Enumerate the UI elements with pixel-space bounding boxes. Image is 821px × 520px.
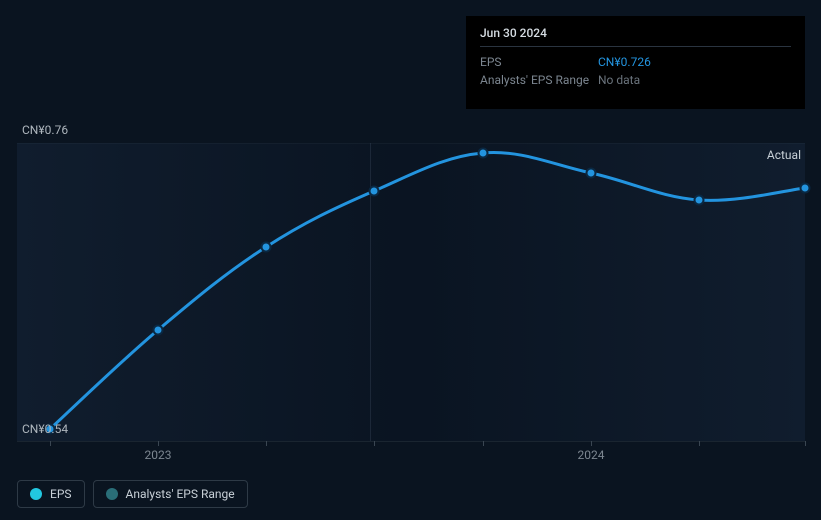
y-axis-label-min: CN¥0.54 [22, 422, 68, 436]
legend-swatch-icon [30, 488, 42, 500]
period-divider [370, 143, 371, 441]
x-axis-label: 2024 [578, 448, 605, 462]
x-tick-minor [699, 441, 700, 446]
x-tick-minor [374, 441, 375, 446]
x-tick-minor [50, 441, 51, 446]
legend-item-analysts-range[interactable]: Analysts' EPS Range [93, 480, 248, 508]
x-tick-minor [483, 441, 484, 446]
x-axis-label: 2023 [145, 448, 172, 462]
gridline [17, 441, 805, 442]
legend-label: EPS [50, 487, 72, 501]
tooltip-value: No data [598, 73, 640, 87]
tooltip-row-eps: EPS CN¥0.726 [480, 53, 791, 71]
x-tick [591, 441, 592, 446]
legend-swatch-icon [106, 488, 118, 500]
tooltip-label: Analysts' EPS Range [480, 73, 598, 87]
y-axis-label-max: CN¥0.76 [22, 123, 68, 137]
actual-label: Actual [767, 148, 801, 162]
x-tick-minor [266, 441, 267, 446]
tooltip-value: CN¥0.726 [598, 55, 651, 69]
tooltip-label: EPS [480, 55, 598, 69]
tooltip-date: Jun 30 2024 [480, 26, 791, 47]
x-tick [158, 441, 159, 446]
chart-container: Jun 30 2024 EPS CN¥0.726 Analysts' EPS R… [0, 0, 821, 520]
x-tick-minor [805, 441, 806, 446]
legend: EPS Analysts' EPS Range [17, 480, 248, 508]
plot-background [17, 143, 805, 441]
legend-label: Analysts' EPS Range [126, 487, 235, 501]
legend-item-eps[interactable]: EPS [17, 480, 85, 508]
tooltip-row-range: Analysts' EPS Range No data [480, 71, 791, 89]
tooltip: Jun 30 2024 EPS CN¥0.726 Analysts' EPS R… [466, 16, 805, 109]
